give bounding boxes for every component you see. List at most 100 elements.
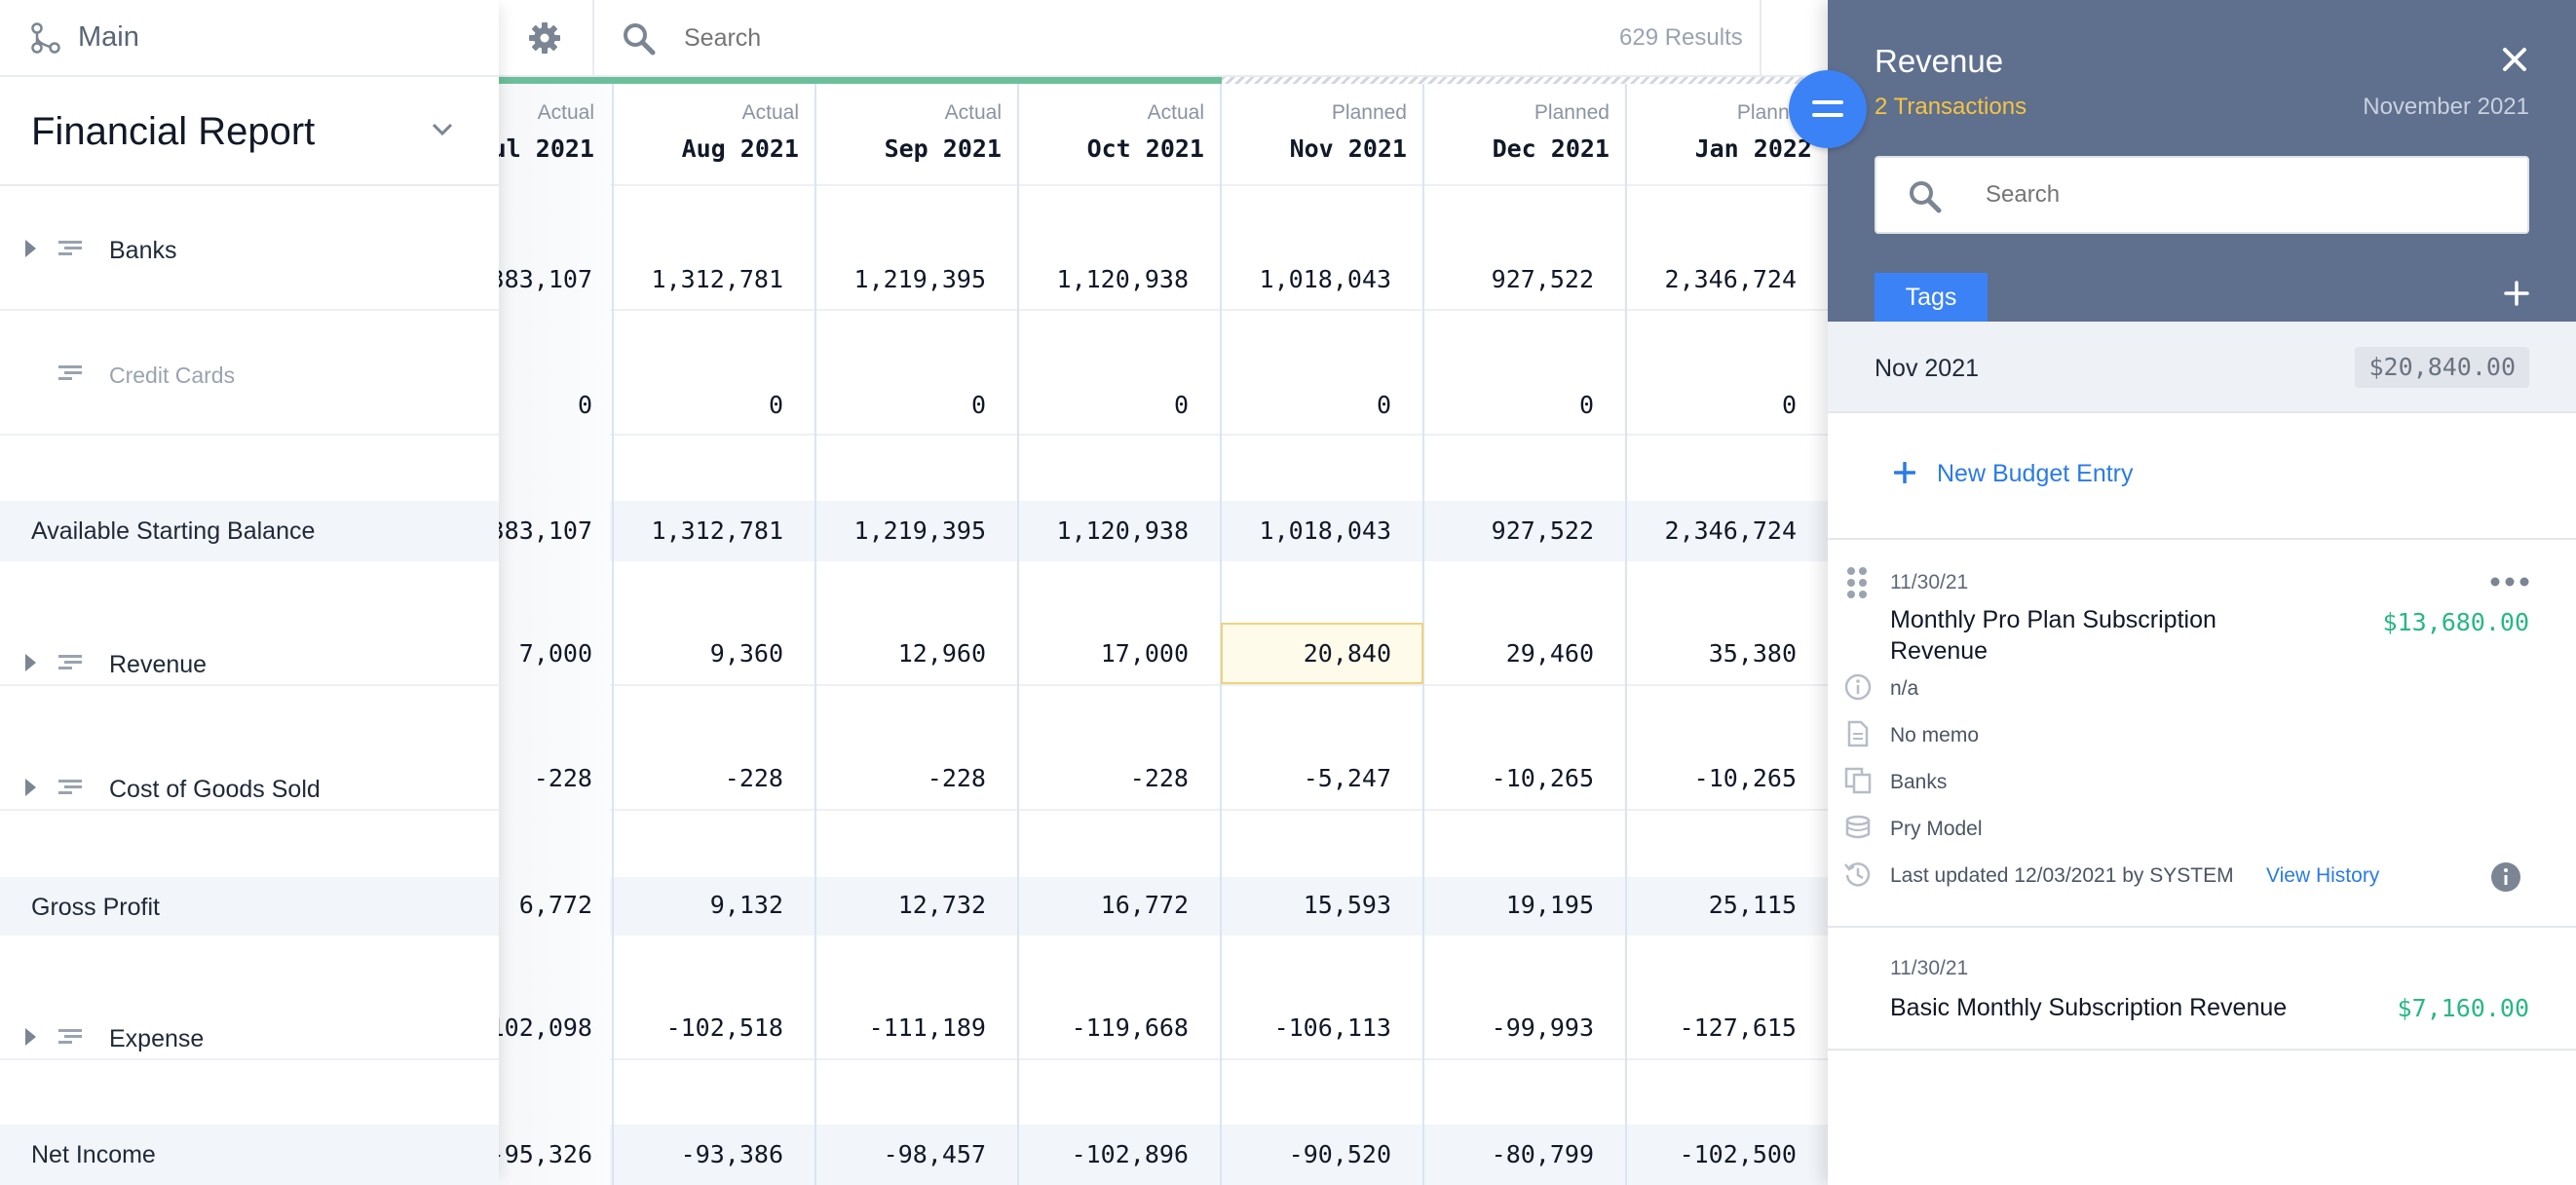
cell-value[interactable]: -228 bbox=[1129, 764, 1189, 792]
cell-value[interactable]: -228 bbox=[724, 764, 783, 792]
cell-value[interactable]: -90,520 bbox=[1288, 1140, 1391, 1168]
cell-value[interactable]: 25,115 bbox=[1708, 891, 1797, 919]
cell-value[interactable]: -10,265 bbox=[1693, 764, 1797, 792]
column-dec-2021[interactable]: Planned Dec 2021 bbox=[1422, 84, 1625, 1185]
column-oct-2021[interactable]: Actual Oct 2021 bbox=[1017, 84, 1220, 1185]
cell-value[interactable]: 12,960 bbox=[897, 639, 986, 668]
cell-value[interactable]: 1,219,395 bbox=[853, 516, 986, 545]
view-history-link[interactable]: View History bbox=[2266, 864, 2380, 887]
cell-value[interactable]: -102,896 bbox=[1071, 1140, 1189, 1168]
transaction-item[interactable]: 11/30/21 Monthly Pro Plan Subscription R… bbox=[1828, 540, 2576, 928]
cell-value[interactable]: -99,993 bbox=[1491, 1013, 1594, 1042]
cell-value[interactable]: -228 bbox=[533, 764, 592, 792]
row-available-starting-balance[interactable]: Available Starting Balance bbox=[0, 501, 499, 561]
search-input[interactable] bbox=[684, 24, 1171, 53]
cell-value[interactable]: 1,312,781 bbox=[651, 516, 783, 545]
cell-value[interactable]: 9,360 bbox=[709, 639, 783, 668]
cell-value[interactable]: 2,346,724 bbox=[1664, 265, 1797, 293]
row-revenue[interactable]: Revenue bbox=[0, 561, 499, 686]
close-icon[interactable] bbox=[2500, 45, 2529, 74]
cell-value[interactable]: 1,312,781 bbox=[651, 265, 783, 293]
row-label: Available Starting Balance bbox=[31, 517, 316, 545]
cell-value[interactable]: -111,189 bbox=[868, 1013, 986, 1042]
cell-value[interactable]: 927,522 bbox=[1491, 265, 1594, 293]
drawer-toggle-button[interactable] bbox=[1789, 70, 1867, 148]
search-icon bbox=[624, 23, 656, 56]
row-banks[interactable]: Banks bbox=[0, 186, 499, 311]
row-expense[interactable]: Expense bbox=[0, 936, 499, 1060]
drawer-search-input[interactable] bbox=[1986, 181, 2473, 209]
more-options-icon[interactable] bbox=[2490, 577, 2529, 587]
column-kind: Actual bbox=[944, 101, 1002, 124]
transaction-item[interactable]: 11/30/21 Basic Monthly Subscription Reve… bbox=[1828, 928, 2576, 1051]
cell-value[interactable]: -102,518 bbox=[665, 1013, 783, 1042]
cell-value[interactable]: 29,460 bbox=[1505, 639, 1594, 668]
cell-value[interactable]: 0 bbox=[577, 391, 592, 419]
cell-value[interactable]: -119,668 bbox=[1071, 1013, 1189, 1042]
drag-handle-icon[interactable] bbox=[1845, 566, 1869, 599]
cell-value[interactable]: -80,799 bbox=[1491, 1140, 1594, 1168]
column-jul-2021[interactable]: Actual Jul 2021 bbox=[499, 84, 610, 1185]
drawer-search-box[interactable] bbox=[1875, 156, 2529, 234]
row-gross-profit[interactable]: Gross Profit bbox=[0, 877, 499, 936]
cell-value[interactable]: 0 bbox=[768, 391, 783, 419]
cell-value[interactable]: 16,772 bbox=[1100, 891, 1189, 919]
new-budget-entry-button[interactable]: New Budget Entry bbox=[1828, 413, 2576, 540]
row-cost-of-goods-sold[interactable]: Cost of Goods Sold bbox=[0, 686, 499, 811]
cell-value[interactable]: 0 bbox=[1781, 391, 1797, 419]
chevron-down-icon[interactable] bbox=[431, 122, 454, 137]
column-sep-2021[interactable]: Actual Sep 2021 bbox=[814, 84, 1017, 1185]
cell-value[interactable]: -10,265 bbox=[1491, 764, 1594, 792]
cell-value[interactable]: 927,522 bbox=[1491, 516, 1594, 545]
workspace-name[interactable]: Main bbox=[78, 21, 139, 53]
selected-cell[interactable] bbox=[1221, 623, 1423, 684]
cell-value[interactable]: 1,120,938 bbox=[1056, 516, 1189, 545]
cell-value[interactable]: 9,132 bbox=[709, 891, 783, 919]
cell-value[interactable]: 0 bbox=[1578, 391, 1594, 419]
cell-value[interactable]: -95,326 bbox=[499, 1140, 592, 1168]
report-title-bar[interactable]: Financial Report bbox=[0, 77, 499, 186]
cell-value[interactable]: 0 bbox=[1173, 391, 1189, 419]
cell-value[interactable]: 17,000 bbox=[1100, 639, 1189, 668]
cell-value[interactable]: -98,457 bbox=[883, 1140, 986, 1168]
cell-value[interactable]: 6,772 bbox=[518, 891, 592, 919]
cell-value[interactable]: 20,840 bbox=[1303, 639, 1391, 668]
cell-value[interactable]: 12,732 bbox=[897, 891, 986, 919]
cell-value[interactable]: 15,593 bbox=[1303, 891, 1391, 919]
report-title[interactable]: Financial Report bbox=[31, 110, 316, 153]
cell-value[interactable]: 2,346,724 bbox=[1664, 516, 1797, 545]
expand-arrow-icon[interactable] bbox=[25, 240, 36, 257]
cell-value[interactable]: -102,098 bbox=[499, 1013, 592, 1042]
cell-value[interactable]: -5,247 bbox=[1303, 764, 1391, 792]
cell-value[interactable]: 19,195 bbox=[1505, 891, 1594, 919]
cell-value[interactable]: 1,018,043 bbox=[1259, 516, 1391, 545]
cell-value[interactable]: 1,383,107 bbox=[499, 265, 592, 293]
cell-value[interactable]: 1,219,395 bbox=[853, 265, 986, 293]
expand-arrow-icon[interactable] bbox=[25, 779, 36, 796]
cell-value[interactable]: -127,615 bbox=[1679, 1013, 1797, 1042]
add-tag-icon[interactable] bbox=[2504, 281, 2529, 306]
tags-tab[interactable]: Tags bbox=[1875, 273, 1988, 322]
gear-icon[interactable] bbox=[526, 19, 563, 57]
actual-period-bar bbox=[499, 77, 1222, 84]
cell-value[interactable]: -102,500 bbox=[1679, 1140, 1797, 1168]
row-net-income[interactable]: Net Income bbox=[0, 1125, 499, 1185]
expand-arrow-icon[interactable] bbox=[25, 1028, 36, 1046]
cell-value[interactable]: 1,018,043 bbox=[1259, 265, 1391, 293]
transaction-count[interactable]: 2 Transactions bbox=[1875, 94, 2027, 120]
transaction-name: Monthly Pro Plan Subscription Revenue bbox=[1890, 606, 2216, 665]
row-credit-cards[interactable]: Credit Cards bbox=[0, 311, 499, 436]
cell-value[interactable]: 0 bbox=[1376, 391, 1391, 419]
expand-arrow-icon[interactable] bbox=[25, 654, 36, 671]
cell-value[interactable]: -106,113 bbox=[1273, 1013, 1391, 1042]
cell-value[interactable]: -93,386 bbox=[680, 1140, 783, 1168]
cell-value[interactable]: 0 bbox=[970, 391, 986, 419]
cell-value[interactable]: 35,380 bbox=[1708, 639, 1797, 668]
cell-value[interactable]: -228 bbox=[927, 764, 986, 792]
cell-value[interactable]: 7,000 bbox=[518, 639, 592, 668]
cell-value[interactable]: 1,120,938 bbox=[1056, 265, 1189, 293]
column-month: Oct 2021 bbox=[1086, 134, 1204, 163]
column-aug-2021[interactable]: Actual Aug 2021 bbox=[612, 84, 814, 1185]
cell-value[interactable]: 1,383,107 bbox=[499, 516, 592, 545]
info-circle-icon[interactable] bbox=[2490, 861, 2521, 893]
